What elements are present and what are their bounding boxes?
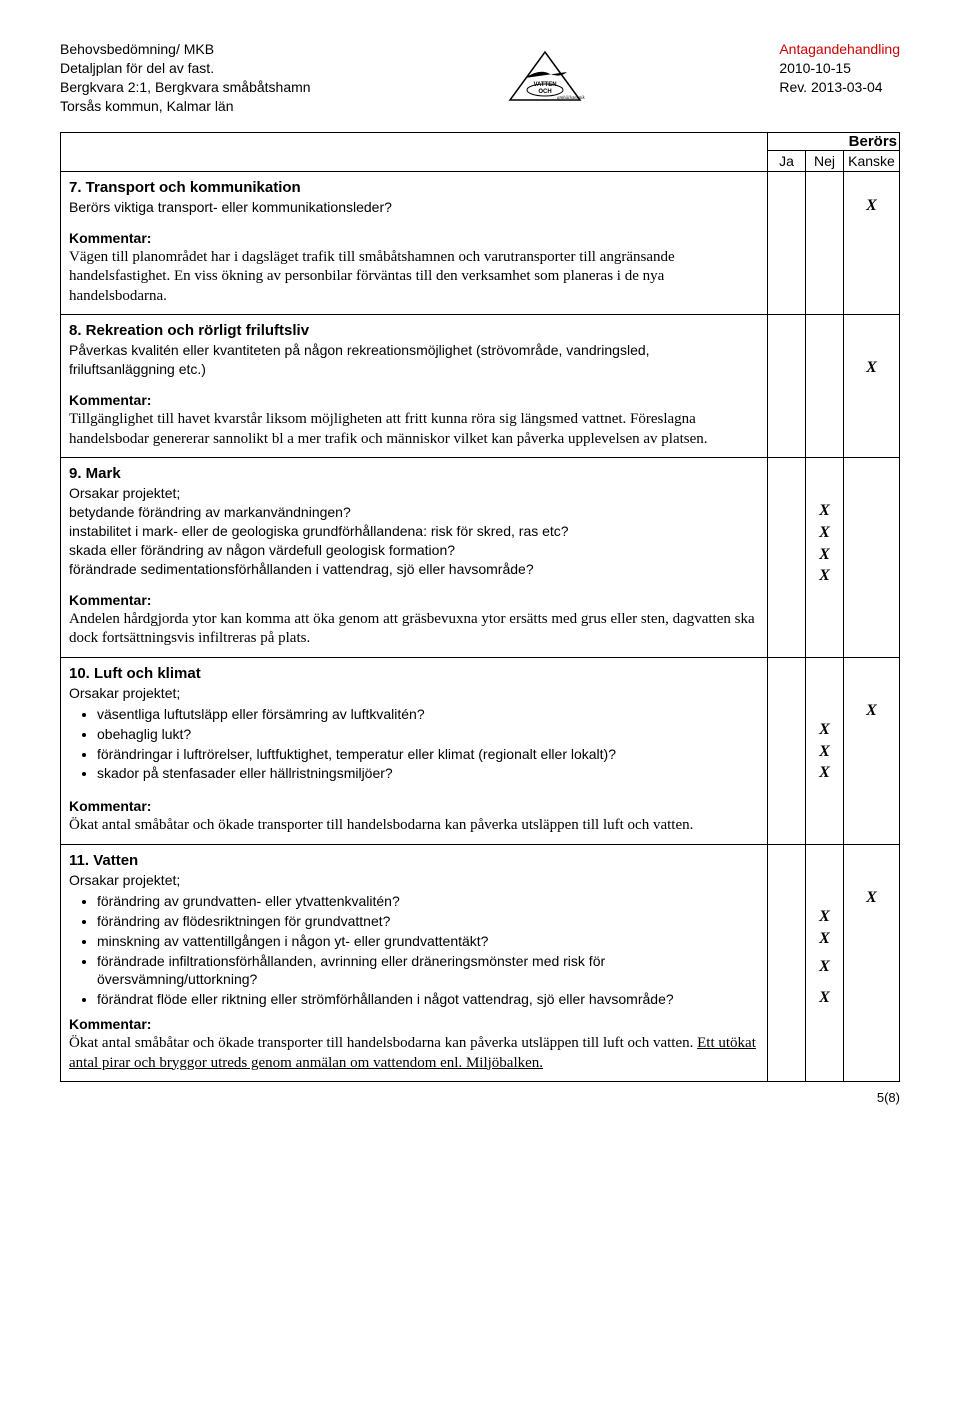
mark-kanske: X — [843, 657, 899, 844]
section-title: 9. Mark — [69, 464, 759, 484]
lead-text: Orsakar projektet; — [69, 684, 759, 703]
mark-kanske — [843, 458, 899, 658]
svg-text:OCH: OCH — [538, 89, 551, 95]
mark-nej — [805, 171, 843, 315]
col-ja: Ja — [767, 150, 805, 171]
header-line: Rev. 2013-03-04 — [779, 78, 900, 97]
header-line: Behovsbedömning/ MKB — [60, 40, 311, 59]
header-line: Bergkvara 2:1, Bergkvara småbåtshamn — [60, 78, 311, 97]
question-text: skada eller förändring av någon värdeful… — [69, 541, 759, 560]
berors-heading: Berörs — [767, 132, 899, 150]
mark-kanske: X — [843, 171, 899, 315]
mark-ja — [767, 315, 805, 458]
header-line: Torsås kommun, Kalmar län — [60, 97, 311, 116]
bullet-item: förändring av flödesriktningen för grund… — [97, 912, 759, 931]
kommentar-text: Tillgänglighet till havet kvarstår likso… — [69, 410, 759, 449]
question-text: Berörs viktiga transport- eller kommunik… — [69, 198, 759, 217]
kommentar-label: Kommentar: — [69, 1015, 759, 1034]
section-10: 10. Luft och klimat Orsakar projektet; v… — [61, 657, 768, 844]
section-9: 9. Mark Orsakar projektet; betydande för… — [61, 458, 768, 658]
bullet-item: skador på stenfasader eller hällristning… — [97, 764, 759, 783]
assessment-table: Berörs Ja Nej Kanske 7. Transport och ko… — [60, 132, 900, 1083]
col-nej: Nej — [805, 150, 843, 171]
kommentar-text: Ökat antal småbåtar och ökade transporte… — [69, 816, 759, 836]
section-title: 7. Transport och kommunikation — [69, 178, 759, 198]
kommentar-label: Kommentar: — [69, 797, 759, 816]
lead-text: Orsakar projektet; — [69, 871, 759, 890]
header-line: Detaljplan för del av fast. — [60, 59, 311, 78]
mark-ja — [767, 657, 805, 844]
mark-nej — [805, 315, 843, 458]
page-number: 5(8) — [60, 1090, 900, 1105]
header-line: Antagandehandling — [779, 40, 900, 59]
section-7: 7. Transport och kommunikation Berörs vi… — [61, 171, 768, 315]
bullet-item: förändringar i luftrörelser, luftfuktigh… — [97, 745, 759, 764]
header-left: Behovsbedömning/ MKB Detaljplan för del … — [60, 40, 311, 116]
section-title: 8. Rekreation och rörligt friluftsliv — [69, 321, 759, 341]
bullet-item: förändring av grundvatten- eller ytvatte… — [97, 892, 759, 911]
question-text: betydande förändring av markanvändningen… — [69, 503, 759, 522]
svg-text:amhällsteknik: amhällsteknik — [557, 96, 585, 101]
mark-ja — [767, 171, 805, 315]
svg-text:VATTEN: VATTEN — [533, 82, 556, 88]
bullet-item: minskning av vattentillgången i någon yt… — [97, 932, 759, 951]
question-text: förändrade sedimentationsförhållanden i … — [69, 560, 759, 579]
kommentar-label: Kommentar: — [69, 391, 759, 410]
bullet-item: obehaglig lukt? — [97, 725, 759, 744]
header-line: 2010-10-15 — [779, 59, 900, 78]
lead-text: Orsakar projektet; — [69, 484, 759, 503]
mark-kanske: X — [843, 844, 899, 1081]
bullet-item: väsentliga luftutsläpp eller försämring … — [97, 705, 759, 724]
mark-nej: X X X — [805, 657, 843, 844]
kommentar-text: Ökat antal småbåtar och ökade transporte… — [69, 1034, 759, 1073]
kommentar-label: Kommentar: — [69, 229, 759, 248]
col-kanske: Kanske — [843, 150, 899, 171]
mark-nej: X X X X — [805, 458, 843, 658]
kommentar-text: Andelen hårdgjorda ytor kan komma att ök… — [69, 610, 759, 649]
mark-nej: X X X X — [805, 844, 843, 1081]
bullet-item: förändrade infiltrationsförhållanden, av… — [97, 952, 759, 990]
mark-kanske: X — [843, 315, 899, 458]
question-text: Påverkas kvalitén eller kvantiteten på n… — [69, 341, 759, 379]
section-title: 10. Luft och klimat — [69, 664, 759, 684]
question-text: instabilitet i mark- eller de geologiska… — [69, 522, 759, 541]
section-8: 8. Rekreation och rörligt friluftsliv På… — [61, 315, 768, 458]
mark-ja — [767, 458, 805, 658]
mark-ja — [767, 844, 805, 1081]
kommentar-label: Kommentar: — [69, 591, 759, 610]
page-header: Behovsbedömning/ MKB Detaljplan för del … — [60, 40, 900, 116]
section-title: 11. Vatten — [69, 851, 759, 871]
section-11: 11. Vatten Orsakar projektet; förändring… — [61, 844, 768, 1081]
header-right: Antagandehandling 2010-10-15 Rev. 2013-0… — [779, 40, 900, 97]
kommentar-text: Vägen till planområdet har i dagsläget t… — [69, 248, 759, 307]
bullet-item: förändrat flöde eller riktning eller str… — [97, 990, 759, 1009]
logo: VATTEN OCH amhällsteknik — [505, 50, 585, 110]
